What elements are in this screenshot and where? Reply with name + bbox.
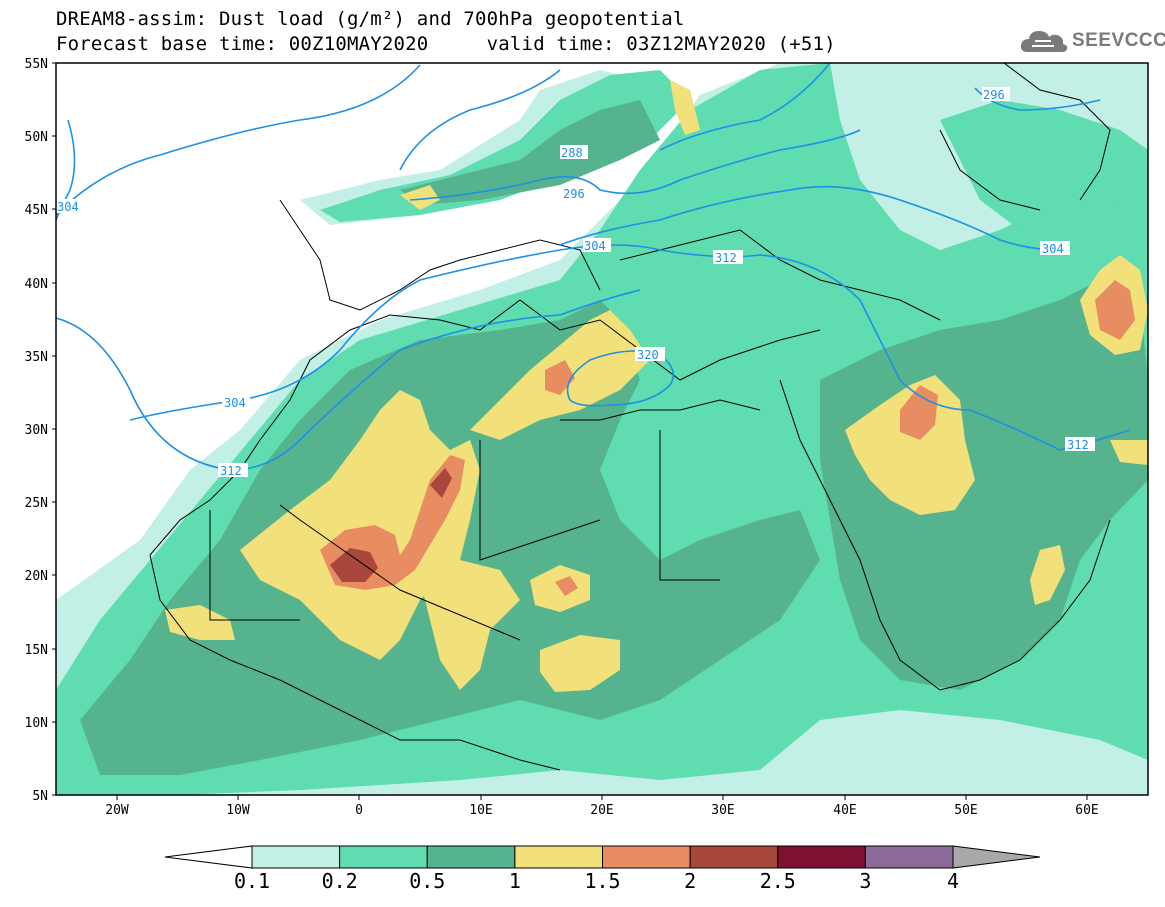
lon-label: 10W (226, 803, 250, 818)
latitude-axis: 55N 50N 45N 40N 35N 30N 25N 20N 15N 10N … (25, 57, 48, 804)
colorbar-segment (251, 845, 341, 869)
lon-label: 20E (590, 803, 613, 818)
svg-text:304: 304 (224, 396, 246, 410)
svg-text:296: 296 (563, 187, 585, 201)
svg-text:312: 312 (1067, 438, 1089, 452)
contour-label: 312 (218, 463, 248, 478)
contour-label: 304 (1040, 241, 1070, 256)
contour-label: 320 (635, 347, 665, 362)
svg-text:312: 312 (715, 251, 737, 265)
lat-label: 55N (25, 57, 48, 72)
lat-label: 15N (25, 643, 48, 658)
colorbar: 0.1 0.2 0.5 1 1.5 2 2.5 3 4 (164, 845, 1041, 893)
latitude-ticks (52, 62, 56, 796)
svg-text:296: 296 (983, 88, 1005, 102)
lat-label: 30N (25, 423, 48, 438)
svg-text:320: 320 (637, 348, 659, 362)
seevccc-logo: SEEVCCC (1018, 26, 1165, 58)
lon-label: 50E (954, 803, 977, 818)
lat-label: 50N (25, 130, 48, 145)
colorbar-segment (689, 845, 779, 869)
contour-label: 304 (56, 199, 84, 214)
colorbar-label: 1.5 (584, 869, 620, 893)
svg-text:304: 304 (57, 200, 79, 214)
colorbar-segment (164, 845, 253, 869)
longitude-axis: 20W 10W 0 10E 20E 30E 40E 50E 60E (105, 803, 1098, 818)
longitude-ticks (116, 795, 1088, 800)
map-field: 304 304 312 296 288 296 304 312 320 304 … (56, 63, 1148, 795)
lat-label: 5N (32, 789, 48, 804)
lon-label: 20W (105, 803, 129, 818)
colorbar-segment (602, 845, 691, 869)
colorbar-segment (514, 845, 603, 869)
colorbar-label: 0.1 (234, 869, 270, 893)
svg-text:288: 288 (561, 146, 583, 160)
colorbar-segment (952, 845, 1041, 869)
lat-label: 45N (25, 203, 48, 218)
lon-label: 40E (833, 803, 856, 818)
colorbar-label: 4 (947, 869, 959, 893)
colorbar-label: 2.5 (760, 869, 796, 893)
colorbar-segment (777, 845, 866, 869)
coastlines (149, 63, 1111, 771)
contour-label: 296 (562, 186, 590, 201)
svg-text:304: 304 (1042, 242, 1064, 256)
cloud-icon (1020, 31, 1068, 52)
chart-title-line-1: DREAM8-assim: Dust load (g/m²) and 700hP… (56, 8, 685, 30)
colorbar-label: 2 (684, 869, 696, 893)
geopotential-contours (56, 63, 1131, 471)
lat-label: 25N (25, 496, 48, 511)
colorbar-label: 3 (859, 869, 871, 893)
lat-label: 35N (25, 350, 48, 365)
colorbar-label: 0.5 (409, 869, 445, 893)
lat-label: 10N (25, 716, 48, 731)
dust-band-2.0 (330, 468, 452, 582)
colorbar-segment (864, 845, 954, 869)
chart-title-line-2: Forecast base time: 00Z10MAY2020 valid t… (56, 33, 836, 55)
lat-label: 40N (25, 277, 48, 292)
svg-text:304: 304 (584, 239, 606, 253)
colorbar-segment (339, 845, 428, 869)
contour-label: 296 (982, 87, 1010, 102)
logo-text: SEEVCCC (1072, 30, 1165, 51)
colorbar-label: 1 (509, 869, 521, 893)
contour-label-group: 304 304 312 296 288 296 304 312 320 304 … (56, 87, 1095, 478)
dust-band-1.0 (165, 80, 1148, 692)
lon-label: 10E (469, 803, 492, 818)
contour-label: 312 (713, 250, 743, 265)
lon-label: 30E (711, 803, 734, 818)
svg-text:312: 312 (220, 464, 242, 478)
contour-label: 288 (560, 145, 588, 160)
contour-label: 312 (1065, 437, 1095, 452)
lat-label: 20N (25, 569, 48, 584)
contour-label: 304 (222, 395, 250, 410)
colorbar-segment (426, 845, 516, 869)
lon-label: 0 (355, 803, 363, 818)
lon-label: 60E (1075, 803, 1098, 818)
colorbar-label: 0.2 (322, 869, 358, 893)
contour-label: 304 (583, 238, 611, 253)
